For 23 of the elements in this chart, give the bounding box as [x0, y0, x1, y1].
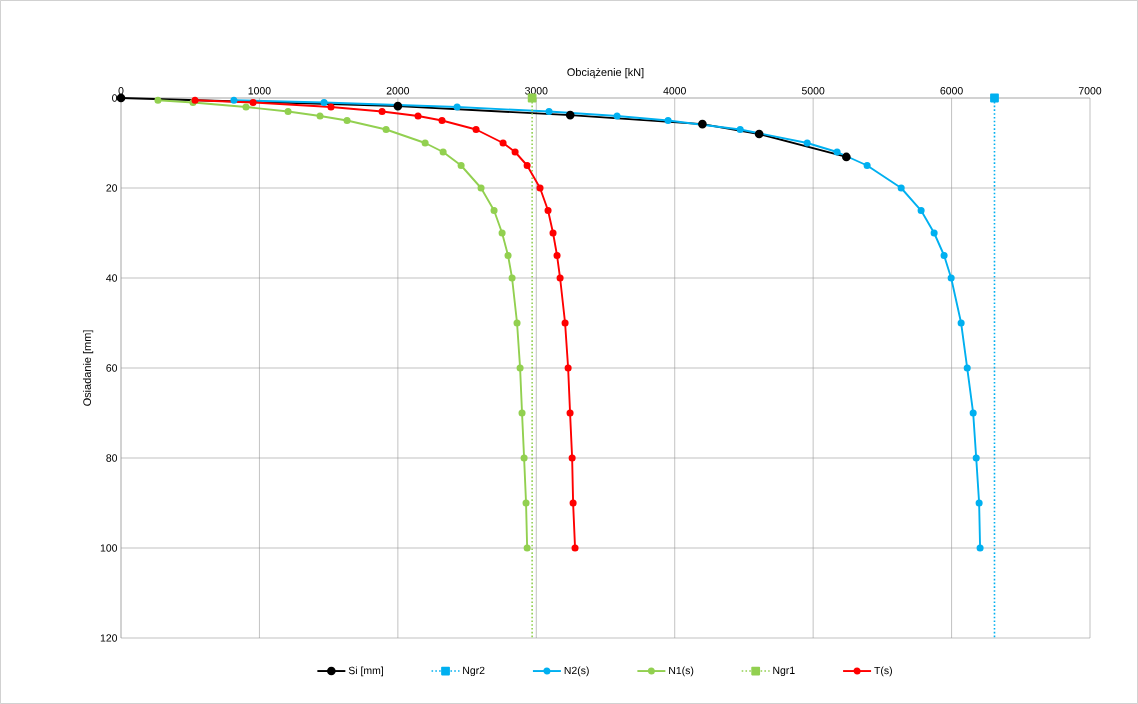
legend-label: Ngr2: [463, 666, 485, 677]
x-tick-label: 0: [118, 87, 124, 95]
legend-label: Ngr1: [773, 666, 795, 677]
y-tick-label: 100: [100, 544, 118, 552]
y-tick-label: 40: [106, 274, 118, 282]
y-axis-title: Osiadanie [mm]: [82, 330, 94, 406]
x-axis-title: Obciążenie [kN]: [567, 68, 644, 79]
x-tick-label: 1000: [248, 87, 271, 95]
y-tick-label: 20: [106, 184, 118, 192]
x-tick-label: 3000: [525, 87, 548, 95]
x-tick-label: 6000: [940, 87, 963, 95]
legend-label: N2(s): [564, 666, 589, 677]
legend-label: T(s): [874, 666, 892, 677]
x-tick-label: 2000: [386, 87, 410, 95]
y-tick-label: 80: [106, 454, 118, 462]
y-tick-label: 120: [100, 634, 118, 642]
x-tick-label: 5000: [801, 87, 825, 95]
x-tick-label: 7000: [1078, 87, 1102, 95]
legend-label: N1(s): [669, 666, 694, 677]
y-tick-label: 60: [106, 364, 118, 372]
y-tick-label: 0: [112, 94, 118, 102]
legend-label: Si [mm]: [348, 666, 383, 677]
x-tick-label: 4000: [663, 87, 686, 95]
